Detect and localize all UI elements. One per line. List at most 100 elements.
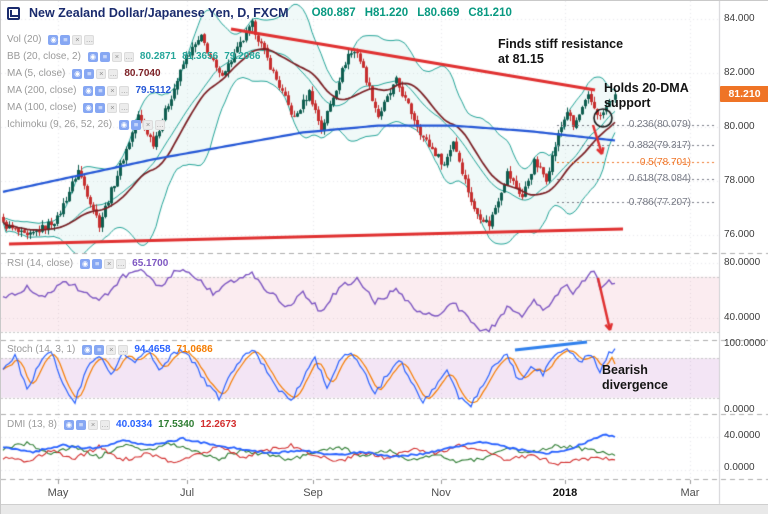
stoch-axis-label: 100.0000 — [724, 338, 766, 349]
indicator-value: 17.5340 — [158, 419, 195, 430]
note-line: divergence — [602, 378, 669, 392]
eye-icon[interactable]: ◉ — [87, 51, 98, 62]
note-line: Finds stiff resistance — [498, 37, 624, 51]
indicator-value: 80.7040 — [124, 68, 161, 79]
time-axis-label: Jul — [179, 487, 195, 499]
fib-level-label: 0.382(79.317) — [628, 140, 691, 151]
symbol-title[interactable]: New Zealand Dollar/Japanese Yen, D, FXCM — [29, 6, 289, 20]
legend-row-ma100: MA (100, close) ◉ ≡ ×… — [7, 102, 135, 113]
indicator-controls: ◉ ≡ ×… — [82, 344, 129, 355]
dmi-axis-label: 40.0000 — [724, 430, 761, 441]
legend-row-dmi: DMI (13, 8) ◉ ≡ ×… 40.0334 17.5340 12.2673 — [7, 419, 236, 430]
indicator-label[interactable]: Vol (20) — [7, 34, 42, 45]
note-support[interactable]: Holds 20-DMA support — [604, 81, 689, 111]
rsi-axis-label: 40.0000 — [724, 312, 761, 323]
close-icon[interactable]: × — [107, 102, 118, 113]
time-axis-label: Sep — [303, 487, 323, 499]
more-icon[interactable]: … — [123, 51, 134, 62]
close-icon[interactable]: × — [143, 119, 154, 130]
settings-icon[interactable]: ≡ — [131, 119, 142, 130]
indicator-controls: ◉ ≡ ×… — [48, 34, 95, 45]
indicator-value: 79.2086 — [224, 51, 261, 62]
eye-icon[interactable]: ◉ — [119, 119, 130, 130]
more-icon[interactable]: … — [84, 34, 95, 45]
ohlc-open: O80.887 — [311, 7, 356, 19]
close-icon[interactable]: × — [107, 85, 118, 96]
note-resistance[interactable]: Finds stiff resistance at 81.15 — [498, 37, 623, 67]
indicator-controls: ◉ ≡ ×… — [72, 68, 119, 79]
indicator-controls: ◉ ≡ ×… — [119, 119, 166, 130]
close-icon[interactable]: × — [72, 34, 83, 45]
more-icon[interactable]: … — [118, 344, 129, 355]
indicator-value: 79.5112 — [135, 85, 172, 96]
settings-icon[interactable]: ≡ — [99, 51, 110, 62]
close-icon[interactable]: × — [88, 419, 99, 430]
ohlc-close: C81.210 — [468, 7, 512, 19]
indicator-value: 71.0686 — [176, 344, 213, 355]
stoch-axis-label: 0.0000 — [724, 404, 755, 415]
eye-icon[interactable]: ◉ — [83, 102, 94, 113]
settings-icon[interactable]: ≡ — [84, 68, 95, 79]
last-price-badge: 81.210 — [720, 86, 768, 102]
fib-level-label: 0.236(80.079) — [628, 119, 691, 130]
eye-icon[interactable]: ◉ — [64, 419, 75, 430]
more-icon[interactable]: … — [119, 102, 130, 113]
indicator-controls: ◉ ≡ ×… — [83, 85, 130, 96]
fib-level-label: 0.786(77.207) — [628, 197, 691, 208]
more-icon[interactable]: … — [155, 119, 166, 130]
rsi-axis-label: 80.0000 — [724, 257, 761, 268]
indicator-label[interactable]: RSI (14, close) — [7, 258, 74, 269]
indicator-value: 80.2871 — [139, 51, 177, 62]
indicator-value: 65.1700 — [132, 258, 169, 269]
fib-level-label: 0.5(78.701) — [639, 157, 691, 168]
note-line: Bearish — [602, 363, 648, 377]
more-icon[interactable]: … — [116, 258, 127, 269]
close-icon[interactable]: × — [106, 344, 117, 355]
settings-icon[interactable]: ≡ — [92, 258, 103, 269]
indicator-label[interactable]: Stoch (14, 3, 1) — [7, 344, 76, 355]
indicator-label[interactable]: DMI (13, 8) — [7, 419, 58, 430]
chart-logo-icon — [7, 6, 20, 20]
ohlc-high: H81.220 — [364, 7, 409, 19]
indicator-value: 94.4658 — [134, 344, 171, 355]
price-axis-label: 76.000 — [724, 229, 755, 240]
time-axis[interactable] — [1, 480, 719, 504]
dmi-axis-label: 0.0000 — [724, 462, 755, 473]
indicator-label[interactable]: BB (20, close, 2) — [7, 51, 81, 62]
close-icon[interactable]: × — [96, 68, 107, 79]
bottom-scrollbar[interactable] — [1, 504, 768, 514]
settings-icon[interactable]: ≡ — [76, 419, 87, 430]
eye-icon[interactable]: ◉ — [80, 258, 91, 269]
indicator-controls: ◉ ≡ ×… — [83, 102, 130, 113]
legend-row-ichimoku: Ichimoku (9, 26, 52, 26) ◉ ≡ ×… — [7, 119, 166, 130]
more-icon[interactable]: … — [108, 68, 119, 79]
more-icon[interactable]: … — [100, 419, 111, 430]
price-axis-label: 82.000 — [724, 67, 755, 78]
legend-row-ma5: MA (5, close) ◉ ≡ ×… 80.7040 — [7, 68, 161, 79]
eye-icon[interactable]: ◉ — [82, 344, 93, 355]
note-line: at 81.15 — [498, 52, 544, 66]
settings-icon[interactable]: ≡ — [60, 34, 71, 45]
indicator-label[interactable]: MA (200, close) — [7, 85, 77, 96]
eye-icon[interactable]: ◉ — [72, 68, 83, 79]
close-icon[interactable]: × — [104, 258, 115, 269]
note-divergence[interactable]: Bearish divergence — [602, 363, 668, 393]
note-line: Holds 20-DMA — [604, 81, 689, 95]
settings-icon[interactable]: ≡ — [95, 85, 106, 96]
indicator-controls: ◉ ≡ ×… — [64, 419, 111, 430]
eye-icon[interactable]: ◉ — [83, 85, 94, 96]
eye-icon[interactable]: ◉ — [48, 34, 59, 45]
time-axis-label: May — [47, 487, 69, 499]
indicator-label[interactable]: MA (5, close) — [7, 68, 66, 79]
time-axis-label: Nov — [431, 487, 451, 499]
symbol-toolbar: New Zealand Dollar/Japanese Yen, D, FXCM… — [7, 6, 512, 20]
indicator-label[interactable]: MA (100, close) — [7, 102, 77, 113]
settings-icon[interactable]: ≡ — [94, 344, 105, 355]
note-line: support — [604, 96, 651, 110]
settings-icon[interactable]: ≡ — [95, 102, 106, 113]
close-icon[interactable]: × — [111, 51, 122, 62]
more-icon[interactable]: … — [119, 85, 130, 96]
time-axis-label: Mar — [680, 487, 700, 499]
indicator-label[interactable]: Ichimoku (9, 26, 52, 26) — [7, 119, 113, 130]
